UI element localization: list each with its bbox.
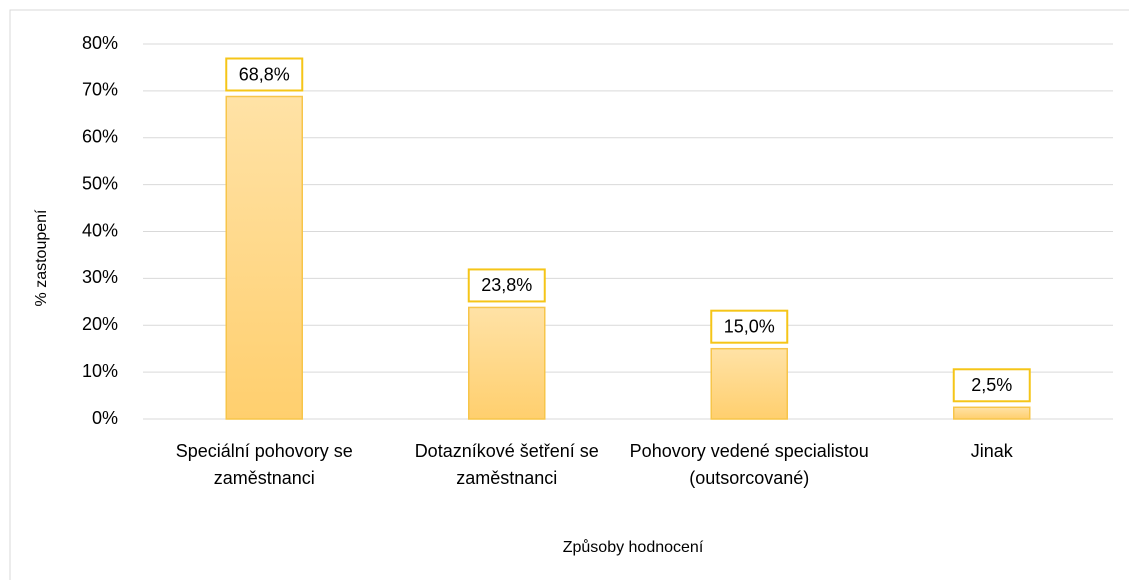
y-tick-label: 80% <box>82 33 118 53</box>
bar <box>225 95 303 420</box>
x-tick-label: Speciální pohovory se zaměstnanci <box>175 441 353 488</box>
value-label: 23,8% <box>481 275 532 295</box>
x-tick-label-box: Jinak <box>970 441 1013 461</box>
y-tick-label: 40% <box>82 220 118 240</box>
x-tick-label-box: Speciální pohovory se zaměstnanci <box>175 441 353 488</box>
y-tick-label: 20% <box>82 314 118 334</box>
value-label-box <box>710 309 789 344</box>
y-tick-label: 50% <box>82 173 118 193</box>
x-axis-label: Způsoby hodnocení <box>563 538 704 556</box>
x-tick-label: Dotazníkové šetření se zaměstnanci <box>414 441 599 488</box>
y-tick-label: 0% <box>92 408 118 428</box>
y-tick-label: 60% <box>82 127 118 147</box>
value-label: 68,8% <box>239 64 290 84</box>
y-tick-label: 30% <box>82 267 118 287</box>
y-axis-label: % zastoupení <box>33 209 50 307</box>
value-label-box <box>467 268 546 303</box>
bar <box>468 306 546 420</box>
x-tick-label-box: Pohovory vedené specialistou (outsorcova… <box>629 441 869 488</box>
y-tick-label: 70% <box>82 80 118 100</box>
value-label-box <box>225 57 304 92</box>
bar <box>710 347 788 420</box>
value-label: 15,0% <box>724 316 775 336</box>
x-tick-label: Jinak <box>970 441 1013 461</box>
x-tick-label: Pohovory vedené specialistou (outsorcova… <box>629 441 869 488</box>
value-label: 2,5% <box>971 375 1012 395</box>
value-label-box <box>952 368 1031 403</box>
chart-frame <box>9 9 1129 580</box>
bar <box>953 406 1031 420</box>
x-tick-label-box: Dotazníkové šetření se zaměstnanci <box>414 441 599 488</box>
y-tick-label: 10% <box>82 361 118 381</box>
